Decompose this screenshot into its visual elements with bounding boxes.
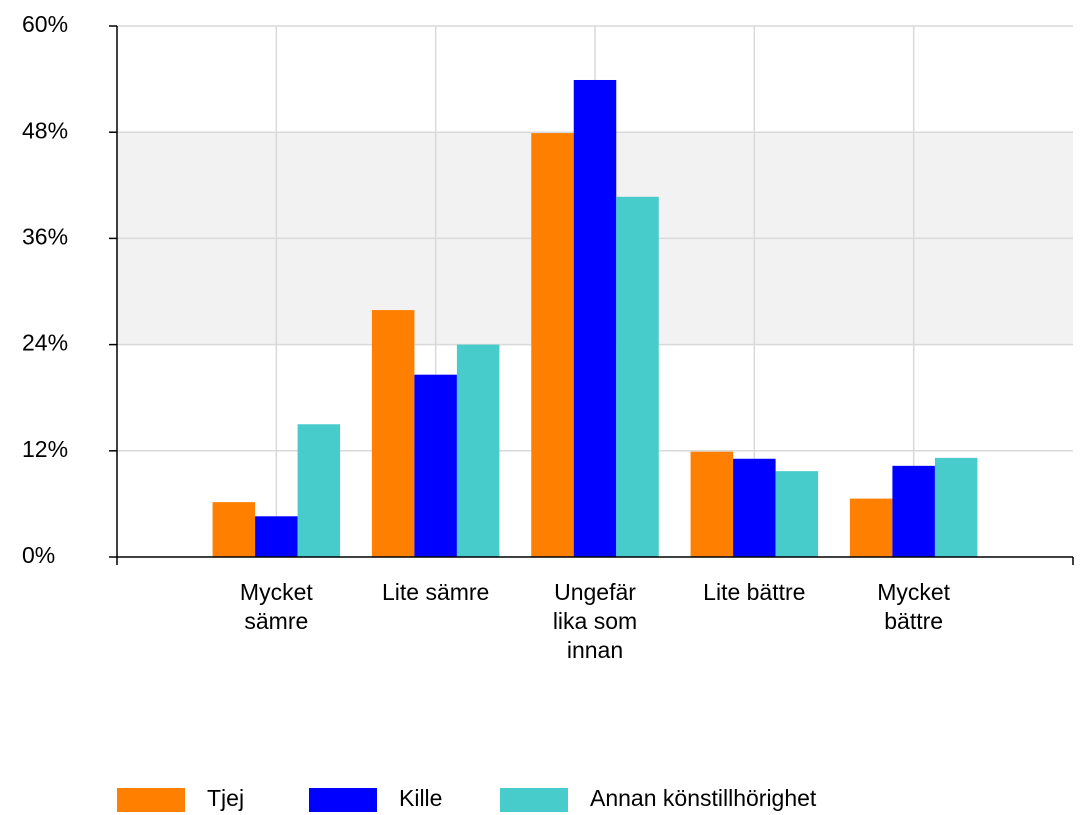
bar — [775, 471, 819, 557]
x-tick-label: Lite bättre — [703, 579, 806, 605]
bar — [573, 79, 617, 558]
x-tick-label: Mycket bättre — [877, 579, 951, 634]
y-tick-label: 0% — [22, 542, 55, 568]
bar — [616, 196, 659, 557]
x-tick-label: Lite sämre — [381, 579, 490, 605]
bar — [849, 498, 893, 557]
bar — [212, 502, 256, 557]
y-tick-label: 60% — [22, 11, 68, 37]
bar — [371, 310, 415, 557]
bar — [414, 374, 457, 557]
bar — [255, 516, 298, 557]
legend-label: Annan könstillhörighet — [590, 785, 817, 811]
legend-item: Tjej — [117, 784, 244, 812]
legend-swatch — [500, 787, 568, 812]
bar — [297, 424, 341, 557]
x-tick-label: Ungefär lika som innan — [552, 579, 638, 663]
legend-item: Kille — [309, 784, 442, 812]
bar — [531, 133, 574, 557]
x-tick-label: Mycket sämre — [239, 579, 313, 634]
legend-swatch — [117, 787, 185, 812]
y-tick-label: 36% — [22, 223, 68, 249]
bar — [934, 457, 978, 557]
bar — [892, 465, 935, 557]
bar — [690, 451, 734, 557]
y-tick-label: 12% — [22, 436, 68, 462]
legend-label: Kille — [399, 785, 443, 811]
legend-swatch — [309, 787, 377, 812]
y-tick-label: 48% — [22, 117, 68, 143]
bar — [733, 458, 776, 557]
y-tick-label: 24% — [22, 330, 68, 356]
bar — [456, 344, 500, 557]
legend-item: Annan könstillhörighet — [500, 784, 816, 812]
legend-label: Tjej — [207, 785, 245, 811]
